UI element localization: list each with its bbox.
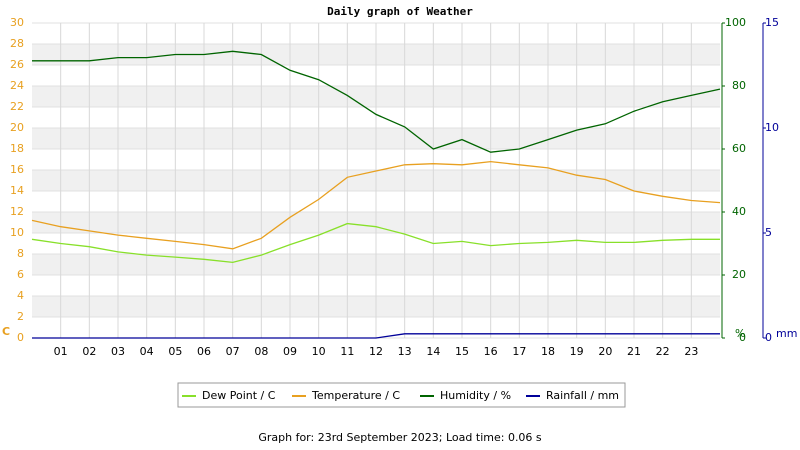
footer: Graph for: 23rd September 2023; Load tim…	[258, 431, 542, 444]
x-tick-label: 08	[254, 345, 268, 358]
y-tick-label: 14	[10, 184, 24, 197]
x-tick-label: 13	[398, 345, 412, 358]
y-tick-label: 16	[10, 163, 24, 176]
y-tick-label: 6	[17, 268, 24, 281]
x-tick-label: 15	[455, 345, 469, 358]
x-tick-label: 06	[197, 345, 211, 358]
y2-tick-label: 0	[739, 331, 746, 344]
y-tick-label: 0	[17, 331, 24, 344]
y3-tick-label: 10	[765, 121, 779, 134]
x-tick-label: 23	[684, 345, 698, 358]
x-tick-label: 18	[541, 345, 555, 358]
x-tick-label: 17	[512, 345, 526, 358]
y2-tick-label: 100	[725, 16, 746, 29]
x-tick-label: 21	[627, 345, 641, 358]
x-tick-label: 12	[369, 345, 383, 358]
legend-box	[177, 382, 626, 408]
y-tick-label: 8	[17, 247, 24, 260]
x-tick-label: 05	[168, 345, 182, 358]
y-tick-label: 24	[10, 79, 24, 92]
y3-tick-label: 15	[765, 16, 779, 29]
x-tick-label: 16	[484, 345, 498, 358]
legend-label: Humidity / %	[440, 389, 511, 402]
y-tick-label: 20	[10, 121, 24, 134]
legend-label: Temperature / C	[311, 389, 400, 402]
y2-tick-label: 40	[732, 205, 746, 218]
x-tick-label: 20	[598, 345, 612, 358]
y-axis-label: C	[2, 325, 10, 338]
series-line	[31, 222, 720, 264]
y2-axis-label: %	[735, 327, 745, 340]
y2-tick-label: 60	[732, 142, 746, 155]
y-tick-label: 28	[10, 37, 24, 50]
y-tick-label: 22	[10, 100, 24, 113]
y-tick-label: 26	[10, 58, 24, 71]
x-tick-label: 11	[340, 345, 354, 358]
x-tick-label: 22	[656, 345, 670, 358]
y-tick-label: 30	[10, 16, 24, 29]
series-line	[31, 160, 721, 250]
x-tick-label: 01	[54, 345, 68, 358]
y-tick-label: 10	[10, 226, 24, 239]
y2-tick-label: 80	[732, 79, 746, 92]
y2-tick-label: 20	[732, 268, 746, 281]
legend-label: Dew Point / C	[202, 389, 276, 402]
x-tick-label: 14	[426, 345, 440, 358]
y-tick-label: 12	[10, 205, 24, 218]
x-tick-label: 10	[312, 345, 326, 358]
y-tick-label: 4	[17, 289, 24, 302]
x-tick-label: 02	[82, 345, 96, 358]
x-tick-label: 09	[283, 345, 297, 358]
series-line	[32, 50, 721, 153]
series-line	[32, 333, 720, 339]
y3-tick-label: 0	[765, 331, 772, 344]
legend-label: Rainfall / mm	[546, 389, 619, 402]
y3-tick-label: 5	[765, 226, 772, 239]
y-tick-label: 18	[10, 142, 24, 155]
y3-axis-label: mm	[776, 327, 797, 340]
x-tick-label: 04	[140, 345, 154, 358]
x-tick-label: 03	[111, 345, 125, 358]
y-tick-label: 2	[17, 310, 24, 323]
x-tick-label: 19	[570, 345, 584, 358]
chart-title: Daily graph of Weather	[327, 5, 473, 18]
x-tick-label: 07	[226, 345, 240, 358]
